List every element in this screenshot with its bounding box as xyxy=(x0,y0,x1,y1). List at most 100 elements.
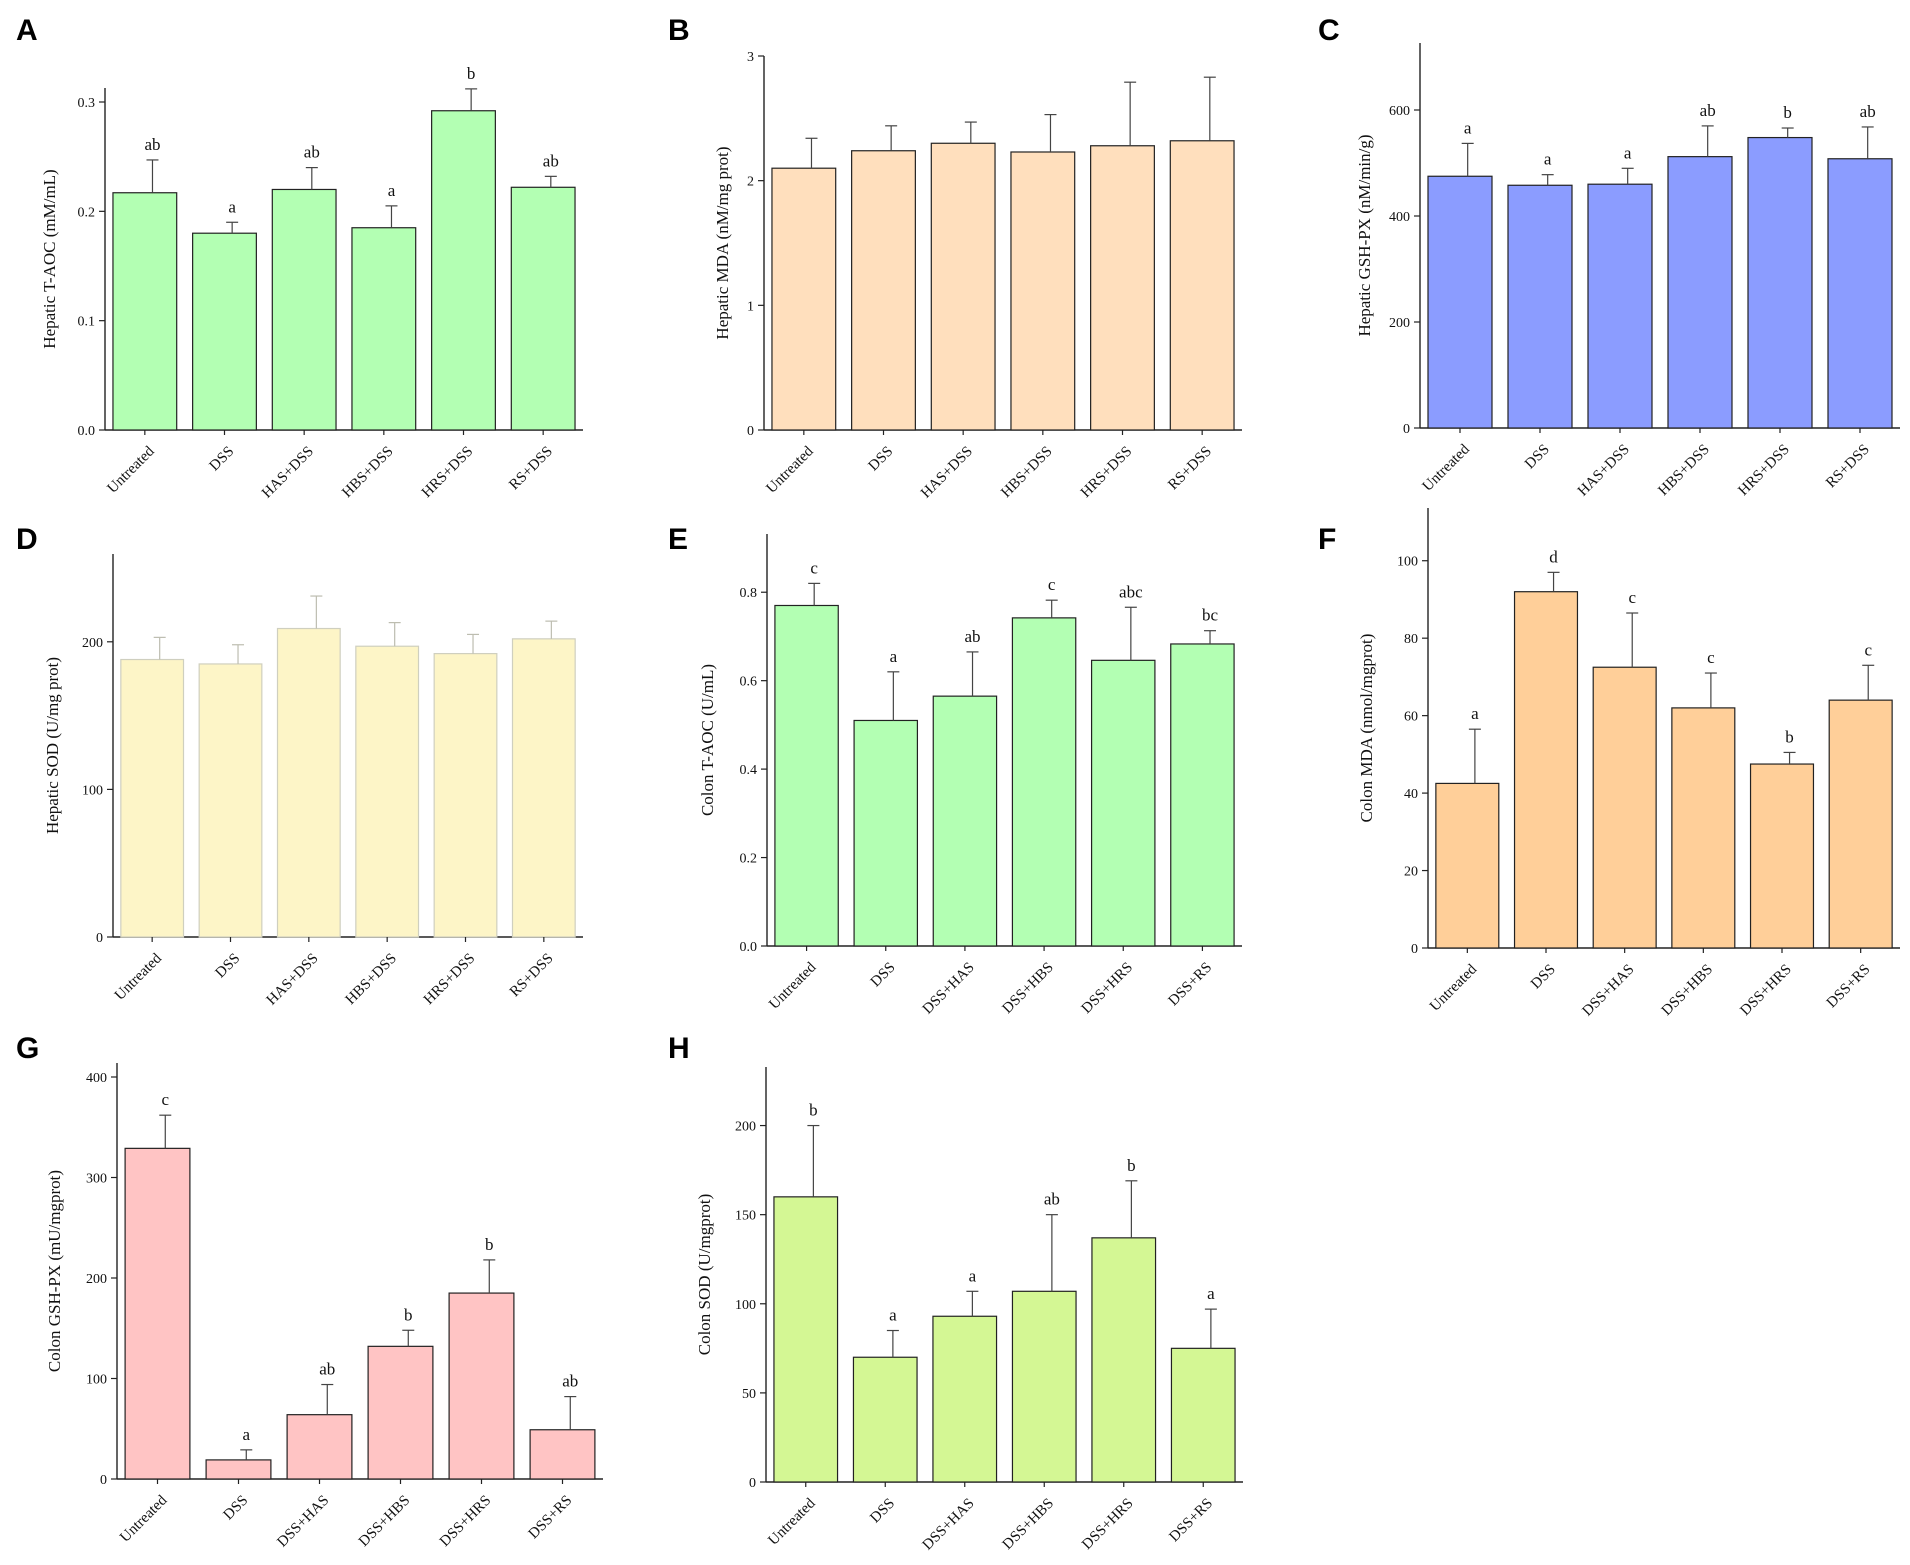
chart-g-bar xyxy=(205,1459,272,1480)
chart-e-bar xyxy=(932,695,998,947)
chart-f-y-tick-label: 20 xyxy=(1404,865,1418,880)
chart-c-significance-label: a xyxy=(1544,150,1552,169)
chart-h-bar xyxy=(932,1315,998,1483)
chart-a-bar xyxy=(431,110,496,431)
chart-e-category-label: DSS+HAS xyxy=(920,960,978,1018)
chart-e-y-axis-title: Colon T-AOC (U/mL) xyxy=(698,664,717,816)
chart-c-significance-label: ab xyxy=(1860,102,1876,121)
chart-h-bar xyxy=(1011,1290,1077,1483)
chart-e-category-label: DSS+RS xyxy=(1166,960,1216,1010)
chart-g-y-axis-title: Colon GSH-PX (mU/mgprot) xyxy=(45,1170,64,1372)
chart-b-category-label: HAS+DSS xyxy=(918,444,976,502)
chart-d-category-label: RS+DSS xyxy=(507,951,557,1001)
chart-f-category-label: DSS+HRS xyxy=(1737,962,1794,1019)
chart-f-significance-label: b xyxy=(1785,727,1794,746)
chart-h-category-label: DSS+HBS xyxy=(1000,1496,1057,1553)
chart-h-significance-label: a xyxy=(889,1306,897,1325)
chart-d-bar xyxy=(511,638,576,938)
chart-f-significance-label: d xyxy=(1549,547,1558,566)
chart-b-bar xyxy=(851,150,916,431)
chart-b-bar xyxy=(1090,145,1155,431)
chart-b-category-label: Untreated xyxy=(764,443,817,496)
chart-e-bar xyxy=(774,604,839,947)
chart-c-bar xyxy=(1827,158,1893,429)
chart-e-significance-label: abc xyxy=(1119,582,1143,601)
chart-h-significance-label: b xyxy=(809,1101,818,1120)
chart-c-category-label: DSS xyxy=(1522,442,1553,473)
chart-c-category-label: HRS+DSS xyxy=(1735,442,1792,499)
chart-e-category-label: DSS xyxy=(868,960,899,991)
chart-f-category-label: DSS+HBS xyxy=(1659,962,1716,1019)
chart-h-y-axis-title: Colon SOD (U/mgprot) xyxy=(695,1194,714,1356)
chart-f-significance-label: a xyxy=(1471,704,1479,723)
chart-f-bar xyxy=(1592,666,1657,949)
chart-a-significance-label: ab xyxy=(144,135,160,154)
chart-e-y-tick-label: 0.6 xyxy=(740,675,758,690)
chart-b-y-tick-label: 2 xyxy=(747,175,754,190)
chart-c-significance-label: a xyxy=(1624,143,1632,162)
chart-b-y-tick-label: 1 xyxy=(747,299,754,314)
chart-d-bar xyxy=(355,645,420,938)
chart-g-category-label: DSS+HRS xyxy=(437,1493,494,1550)
chart-d-category-label: DSS xyxy=(213,951,244,982)
chart-c-category-label: HBS+DSS xyxy=(1655,442,1712,499)
chart-e-significance-label: c xyxy=(810,558,818,577)
chart-c-category-label: HAS+DSS xyxy=(1575,442,1633,500)
chart-a-bar xyxy=(271,188,337,431)
chart-e-category-label: DSS+HRS xyxy=(1079,960,1136,1017)
chart-f-y-tick-label: 100 xyxy=(1397,555,1418,570)
chart-c-y-axis-title: Hepatic GSH-PX (nM/min/g) xyxy=(1355,134,1374,336)
chart-b-panel-letter: B xyxy=(668,14,690,47)
chart-f-significance-label: c xyxy=(1628,588,1636,607)
chart-e-y-tick-label: 0.4 xyxy=(740,763,758,778)
chart-h-y-tick-label: 100 xyxy=(735,1298,756,1313)
chart-a-category-label: HAS+DSS xyxy=(259,444,317,502)
chart-d-y-tick-label: 200 xyxy=(82,636,103,651)
chart-b-category-label: DSS xyxy=(866,444,897,475)
chart-h-category-label: DSS+HAS xyxy=(920,1496,978,1554)
chart-h-category-label: Untreated xyxy=(765,1495,818,1548)
chart-g-bar xyxy=(448,1292,515,1480)
chart-b-category-label: RS+DSS xyxy=(1165,444,1215,494)
chart-c-bar xyxy=(1747,136,1813,429)
chart-a-y-tick-label: 0.1 xyxy=(78,315,96,330)
chart-g-panel-letter: G xyxy=(16,1032,39,1065)
chart-d-y-axis-title: Hepatic SOD (U/mg prot) xyxy=(43,657,62,834)
chart-f-bar xyxy=(1435,782,1500,949)
chart-g-category-label: DSS xyxy=(221,1493,252,1524)
chart-h-category-label: DSS+HRS xyxy=(1079,1496,1136,1553)
chart-d-category-label: Untreated xyxy=(112,950,165,1003)
chart-f-bar xyxy=(1671,707,1736,949)
chart-h-y-tick-label: 200 xyxy=(735,1120,756,1135)
chart-a-significance-label: a xyxy=(228,197,236,216)
chart-e-bar xyxy=(853,719,919,947)
chart-h-y-tick-label: 0 xyxy=(749,1476,756,1491)
chart-a-bar xyxy=(510,186,576,431)
chart-d-category-label: HBS+DSS xyxy=(343,951,400,1008)
chart-g-bar xyxy=(529,1429,596,1480)
chart-h-bar xyxy=(852,1356,918,1483)
chart-c-panel-letter: C xyxy=(1318,14,1340,47)
chart-g-bar xyxy=(286,1414,353,1480)
chart-d-y-tick-label: 0 xyxy=(96,931,103,946)
chart-g-y-tick-label: 300 xyxy=(86,1172,107,1187)
chart-a-panel-letter: A xyxy=(16,14,38,47)
chart-g-significance-label: a xyxy=(243,1425,251,1444)
chart-h-significance-label: a xyxy=(969,1266,977,1285)
chart-a-category-label: HBS+DSS xyxy=(339,444,396,501)
chart-d-y-tick-label: 100 xyxy=(82,783,103,798)
chart-f-category-label: DSS+RS xyxy=(1824,962,1874,1012)
chart-h-bar xyxy=(1170,1347,1236,1483)
chart-g-category-label: DSS+HAS xyxy=(274,1493,332,1551)
chart-d-bar xyxy=(198,663,263,938)
chart-h-significance-label: b xyxy=(1127,1156,1136,1175)
chart-a-category-label: DSS xyxy=(207,444,238,475)
chart-b-y-tick-label: 3 xyxy=(747,50,754,65)
chart-a-y-tick-label: 0.2 xyxy=(78,205,96,220)
chart-b-bar xyxy=(930,142,996,431)
chart-c-significance-label: b xyxy=(1783,103,1792,122)
chart-f-panel-letter: F xyxy=(1318,523,1336,556)
chart-b-y-axis-title: Hepatic MDA (nM/mg prot) xyxy=(713,146,732,339)
chart-d-category-label: HAS+DSS xyxy=(264,951,322,1009)
